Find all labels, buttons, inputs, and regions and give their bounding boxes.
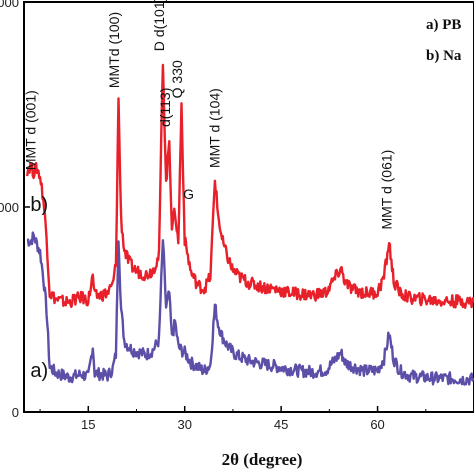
peak-label: Q 330	[169, 60, 185, 98]
series-line-a	[26, 231, 474, 386]
x-axis-title: 2θ (degree)	[222, 450, 303, 469]
peak-label: MMT d (061)	[379, 150, 395, 230]
series-tag: b)	[30, 194, 48, 216]
annotation-layer: MMT d (001) MMTd (100) D d(101) d(113)Q 330…	[23, 0, 395, 382]
legend-entry: a) PB	[426, 17, 461, 33]
x-tick-label: 30	[177, 417, 191, 432]
x-tick-label: 60	[370, 417, 384, 432]
x-tick-label: 45	[274, 417, 288, 432]
legend-entry: b) Na	[426, 48, 462, 64]
peak-label: G	[183, 186, 194, 202]
peak-label: MMT d (104)	[206, 88, 222, 168]
y-tick-label: 000	[0, 0, 19, 10]
peak-label: MMTd (100)	[106, 12, 122, 88]
series-layer	[26, 63, 474, 386]
peak-label: D d(101)	[151, 0, 167, 51]
y-tick-label: 000	[0, 200, 19, 215]
x-tick-label: 15	[81, 417, 95, 432]
peak-label: MMT d (001)	[23, 90, 39, 170]
legend: a) PB b) Na	[426, 17, 462, 64]
series-line-b	[26, 63, 474, 309]
peak-label: d(113)	[157, 88, 173, 127]
series-tag: a)	[30, 360, 48, 382]
y-tick-label: 0	[12, 405, 19, 420]
